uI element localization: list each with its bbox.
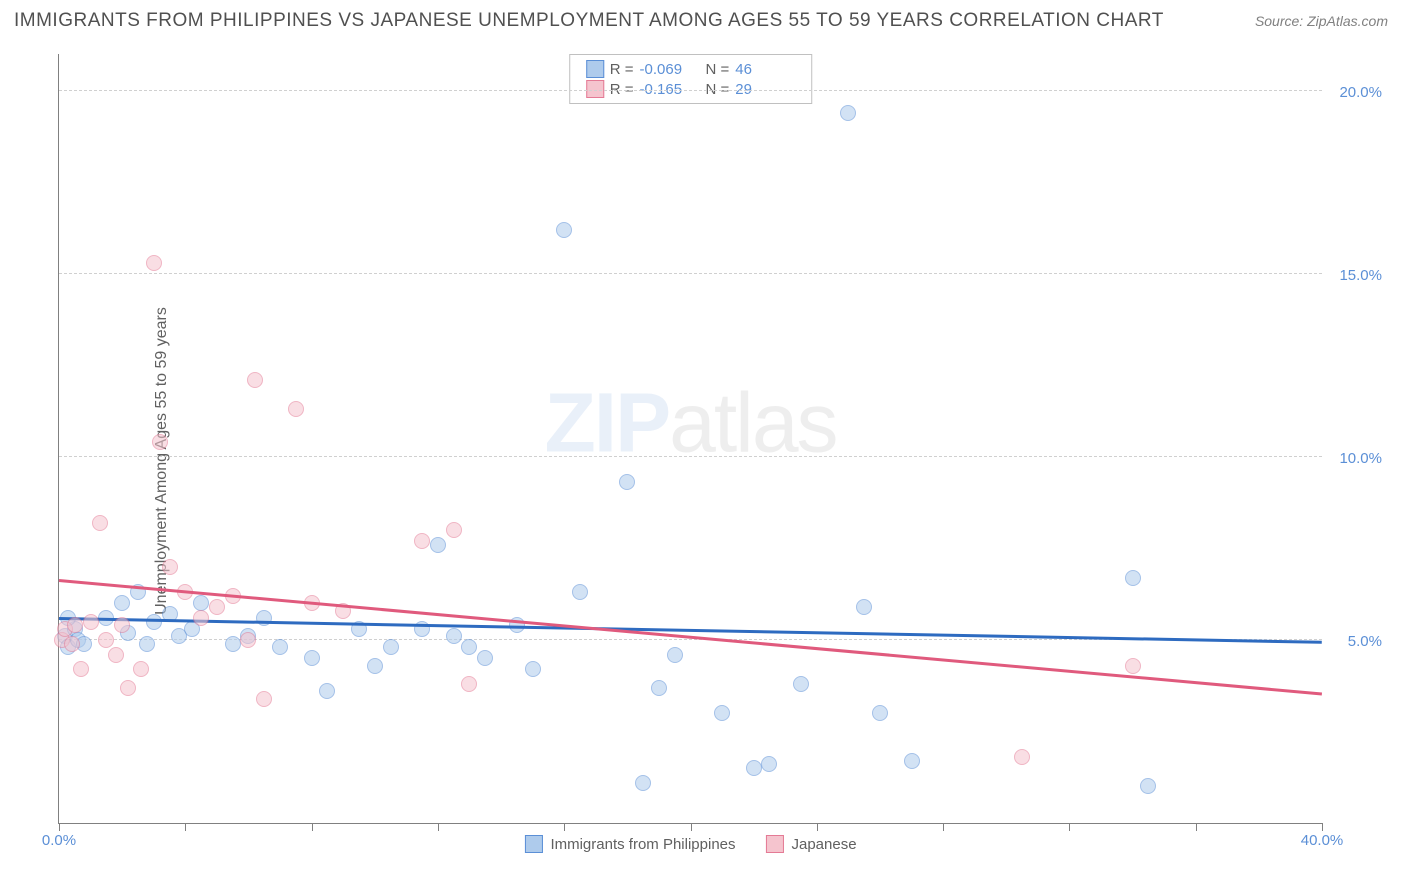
data-point — [477, 650, 493, 666]
data-point — [793, 676, 809, 692]
data-point — [225, 636, 241, 652]
legend-swatch — [586, 60, 604, 78]
data-point — [272, 639, 288, 655]
source-label: Source: ZipAtlas.com — [1255, 13, 1388, 29]
data-point — [446, 628, 462, 644]
data-point — [64, 636, 80, 652]
y-tick-label: 20.0% — [1339, 84, 1382, 101]
y-tick-label: 15.0% — [1339, 267, 1382, 284]
legend-series: Immigrants from Philippines Japanese — [524, 835, 856, 853]
data-point — [98, 632, 114, 648]
x-tick — [691, 823, 692, 831]
data-point — [619, 474, 635, 490]
data-point — [1014, 749, 1030, 765]
legend-series-label: Immigrants from Philippines — [550, 836, 735, 853]
r-value: -0.069 — [640, 61, 700, 78]
legend-correlation-row: R = -0.069 N = 46 — [586, 59, 796, 79]
r-label: R = — [610, 61, 634, 78]
data-point — [83, 614, 99, 630]
data-point — [525, 661, 541, 677]
chart-container: Unemployment Among Ages 55 to 59 years Z… — [14, 44, 1392, 878]
data-point — [162, 559, 178, 575]
data-point — [146, 614, 162, 630]
legend-series-item: Immigrants from Philippines — [524, 835, 735, 853]
data-point — [256, 610, 272, 626]
data-point — [114, 595, 130, 611]
data-point — [651, 680, 667, 696]
data-point — [114, 617, 130, 633]
data-point — [635, 775, 651, 791]
data-point — [461, 639, 477, 655]
x-tick — [1322, 823, 1323, 831]
data-point — [714, 705, 730, 721]
data-point — [856, 599, 872, 615]
data-point — [904, 753, 920, 769]
data-point — [240, 632, 256, 648]
y-tick-label: 10.0% — [1339, 450, 1382, 467]
watermark: ZIPatlas — [544, 375, 836, 472]
legend-swatch — [524, 835, 542, 853]
data-point — [120, 680, 136, 696]
data-point — [840, 105, 856, 121]
data-point — [430, 537, 446, 553]
data-point — [446, 522, 462, 538]
data-point — [193, 595, 209, 611]
data-point — [67, 617, 83, 633]
data-point — [872, 705, 888, 721]
gridline — [59, 90, 1322, 91]
data-point — [247, 372, 263, 388]
x-tick — [943, 823, 944, 831]
data-point — [746, 760, 762, 776]
data-point — [108, 647, 124, 663]
data-point — [193, 610, 209, 626]
data-point — [319, 683, 335, 699]
x-tick-label: 0.0% — [42, 832, 76, 849]
data-point — [209, 599, 225, 615]
legend-series-item: Japanese — [766, 835, 857, 853]
data-point — [1125, 658, 1141, 674]
data-point — [414, 533, 430, 549]
x-tick — [1069, 823, 1070, 831]
legend-series-label: Japanese — [792, 836, 857, 853]
data-point — [572, 584, 588, 600]
data-point — [367, 658, 383, 674]
n-value: 46 — [735, 61, 795, 78]
data-point — [152, 434, 168, 450]
data-point — [304, 650, 320, 666]
data-point — [73, 661, 89, 677]
data-point — [133, 661, 149, 677]
data-point — [92, 515, 108, 531]
gridline — [59, 456, 1322, 457]
x-tick-label: 40.0% — [1301, 832, 1344, 849]
x-tick — [185, 823, 186, 831]
data-point — [1140, 778, 1156, 794]
data-point — [461, 676, 477, 692]
legend-correlation: R =-0.069N =46R =-0.165N =29 — [569, 54, 813, 104]
n-label: N = — [706, 61, 730, 78]
data-point — [288, 401, 304, 417]
legend-swatch — [766, 835, 784, 853]
x-tick — [817, 823, 818, 831]
x-tick — [1196, 823, 1197, 831]
x-tick — [312, 823, 313, 831]
data-point — [139, 636, 155, 652]
x-tick — [438, 823, 439, 831]
gridline — [59, 273, 1322, 274]
chart-title: IMMIGRANTS FROM PHILIPPINES VS JAPANESE … — [14, 10, 1164, 32]
data-point — [383, 639, 399, 655]
x-tick — [564, 823, 565, 831]
data-point — [256, 691, 272, 707]
y-tick-label: 5.0% — [1348, 633, 1382, 650]
data-point — [556, 222, 572, 238]
data-point — [761, 756, 777, 772]
data-point — [1125, 570, 1141, 586]
x-tick — [59, 823, 60, 831]
data-point — [667, 647, 683, 663]
plot-area: ZIPatlas R =-0.069N =46R =-0.165N =29 Im… — [58, 54, 1322, 824]
data-point — [146, 255, 162, 271]
